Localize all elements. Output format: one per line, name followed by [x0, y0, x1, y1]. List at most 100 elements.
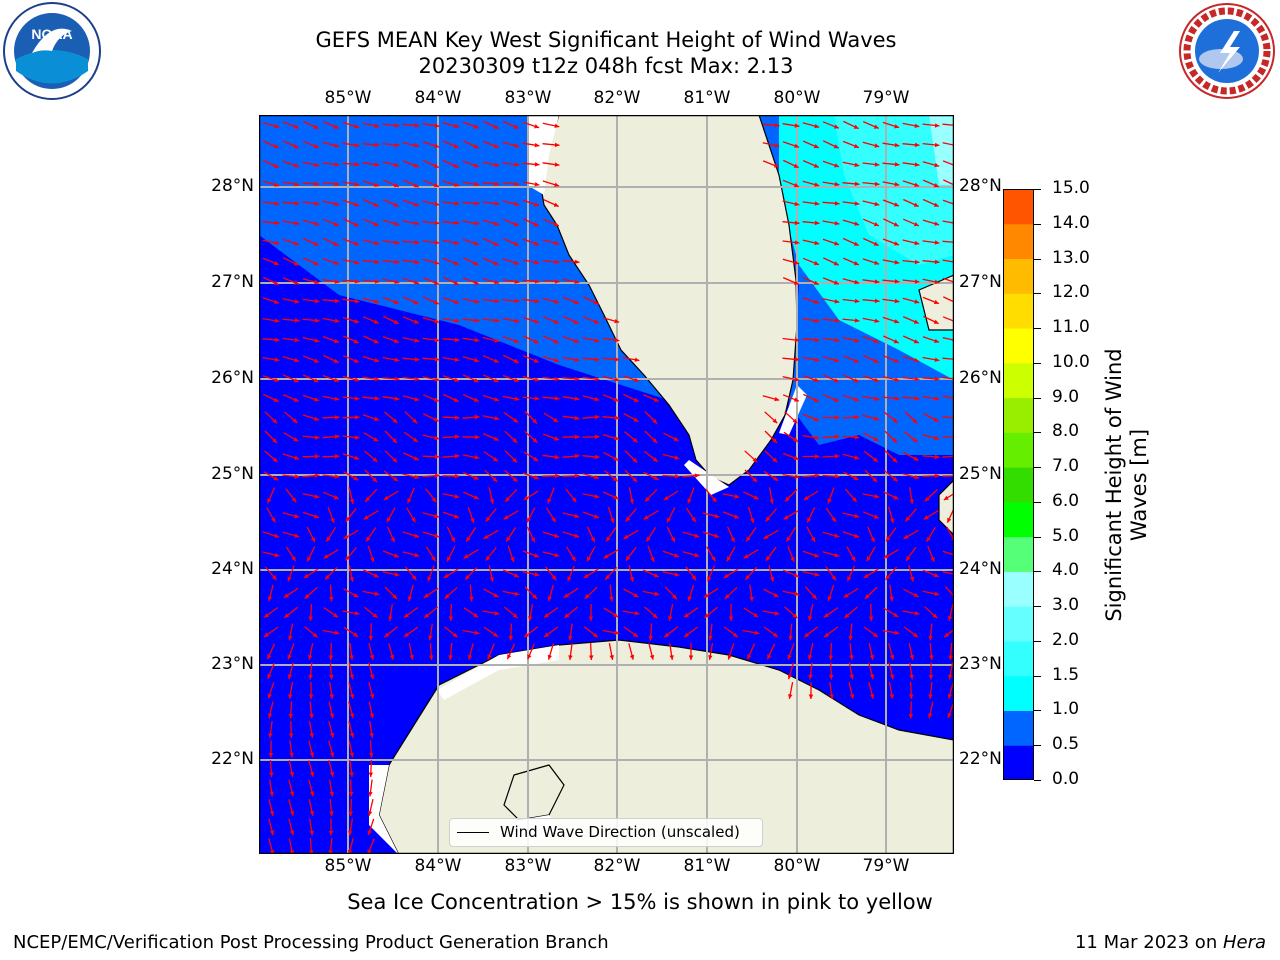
wave-arrow-head — [454, 299, 459, 304]
wave-arrow-head — [329, 732, 335, 738]
wave-arrow-head — [267, 673, 272, 679]
wave-arrow — [942, 142, 954, 146]
wave-arrow-head — [363, 515, 369, 520]
wave-arrow-head — [674, 474, 680, 479]
wave-arrow-head — [349, 752, 354, 758]
wave-arrow-head — [892, 418, 898, 423]
wave-arrow-head — [905, 516, 911, 522]
svg-text:NOAA: NOAA — [31, 26, 72, 42]
wave-arrow-head — [554, 396, 560, 401]
wave-arrow-head — [374, 279, 380, 284]
wave-arrow — [944, 586, 954, 598]
wave-arrow-head — [394, 376, 400, 382]
wave-arrow-head — [269, 772, 274, 777]
wave-arrow-head — [894, 396, 900, 401]
wave-arrow-head — [574, 357, 580, 362]
wave-arrow-head — [514, 318, 520, 323]
wave-arrow-head — [912, 418, 918, 424]
legend-line-icon — [457, 832, 489, 833]
wave-arrow-head — [386, 517, 391, 523]
colorbar-band — [1003, 501, 1034, 538]
wave-arrow-head — [851, 497, 857, 502]
wave-arrow-head — [594, 396, 600, 402]
wave-arrow-head — [475, 434, 480, 440]
wave-arrow-head — [554, 552, 560, 558]
wave-arrow-head — [353, 222, 359, 227]
wave-arrow-head — [513, 124, 519, 129]
wave-arrow-head — [932, 613, 938, 619]
wave-arrow-head — [874, 162, 880, 167]
wave-arrow-head — [714, 513, 720, 519]
wave-arrow-head — [765, 516, 771, 522]
wave-arrow-head — [687, 596, 692, 602]
wave-arrow-head — [514, 396, 520, 401]
wave-arrow-head — [813, 397, 819, 402]
lat-label-left: 23°N — [211, 654, 254, 674]
wave-arrow-head — [455, 473, 460, 479]
wave-arrow-head — [605, 574, 610, 580]
wave-arrow-head — [326, 536, 331, 542]
wave-arrow-head — [606, 536, 611, 542]
wave-arrow-head — [514, 201, 520, 207]
wave-arrow-head — [787, 654, 792, 660]
wave-arrow-head — [554, 123, 560, 128]
wave-arrow-head — [394, 338, 399, 343]
wave-arrow-head — [272, 438, 277, 443]
wave-arrow-head — [844, 613, 850, 618]
wave-arrow-head — [544, 613, 549, 618]
wave-arrow-head — [474, 630, 480, 635]
wave-arrow-head — [370, 557, 375, 563]
wave-arrow-head — [854, 415, 860, 420]
wave-arrow-head — [313, 261, 319, 266]
wave-arrow-head — [813, 416, 819, 422]
wave-arrow-head — [629, 499, 634, 504]
wave-arrow-head — [914, 299, 920, 304]
wave-arrow-head — [274, 201, 280, 206]
lat-label-left: 27°N — [211, 272, 254, 292]
wave-arrow-head — [554, 240, 560, 246]
wave-arrow-head — [753, 612, 759, 617]
wave-arrow-head — [534, 260, 540, 265]
wave-arrow-head — [454, 514, 459, 519]
wave-arrow-head — [366, 536, 371, 542]
wave-arrow-head — [310, 537, 315, 543]
wave-arrow-head — [753, 495, 759, 500]
wave-arrow-head — [574, 396, 580, 401]
noaa-logo: NOAA — [2, 1, 102, 105]
land-bahamas — [938, 479, 954, 536]
wave-arrow-head — [470, 518, 475, 523]
wave-arrow-head — [824, 612, 829, 618]
wave-arrow-head — [493, 358, 499, 363]
wave-arrow-head — [434, 377, 440, 382]
wave-arrow-head — [328, 831, 334, 836]
wave-arrow-head — [474, 181, 480, 187]
wave-arrow-head — [873, 514, 879, 519]
wave-arrow-head — [348, 830, 353, 836]
wave-arrow-head — [934, 221, 940, 226]
wave-arrow-head — [894, 319, 900, 324]
wave-arrow-head — [872, 477, 878, 482]
wave-arrow-head — [814, 337, 820, 343]
lon-label-top: 85°W — [324, 88, 372, 108]
wave-arrow-head — [554, 376, 560, 382]
wave-arrow-head — [269, 830, 275, 836]
wave-arrow-head — [633, 592, 639, 597]
wave-arrow-head — [914, 358, 920, 363]
colorbar-tick-label: 12.0 — [1052, 282, 1090, 303]
wave-arrow-head — [765, 555, 771, 561]
wave-arrow-head — [514, 338, 519, 343]
wave-arrow-head — [473, 124, 479, 129]
wave-arrow-head — [903, 534, 909, 539]
lon-label-bottom: 80°W — [773, 856, 821, 876]
wave-arrow-head — [853, 261, 859, 266]
wave-arrow-head — [893, 339, 899, 344]
wave-arrow-head — [474, 163, 479, 168]
wave-arrow-head — [309, 791, 315, 797]
wave-arrow-head — [854, 455, 860, 460]
wave-arrow-head — [645, 496, 650, 502]
wave-arrow-head — [934, 376, 940, 382]
wave-arrow — [942, 376, 954, 380]
wave-arrow-head — [873, 436, 879, 441]
wave-arrow-head — [453, 280, 459, 285]
wave-arrow-head — [354, 319, 360, 324]
